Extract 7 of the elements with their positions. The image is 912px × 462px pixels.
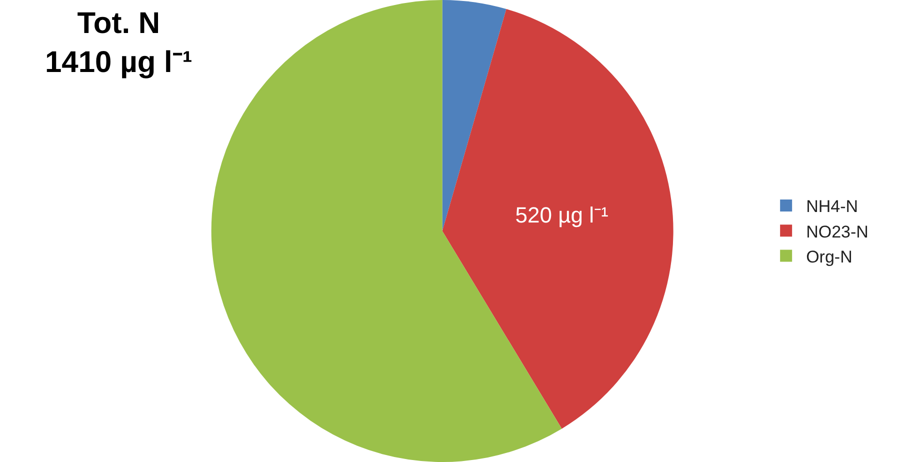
legend-label: NO23-N bbox=[806, 222, 868, 242]
pie-slice bbox=[442, 0, 506, 231]
data-label: 520 µg l⁻¹ bbox=[515, 202, 608, 228]
legend-label: NH4-N bbox=[806, 197, 858, 216]
pie-slice bbox=[442, 9, 674, 429]
text: Tot. N 1410 µg l⁻¹ bbox=[45, 7, 192, 79]
legend-label: Org-N bbox=[806, 247, 852, 266]
